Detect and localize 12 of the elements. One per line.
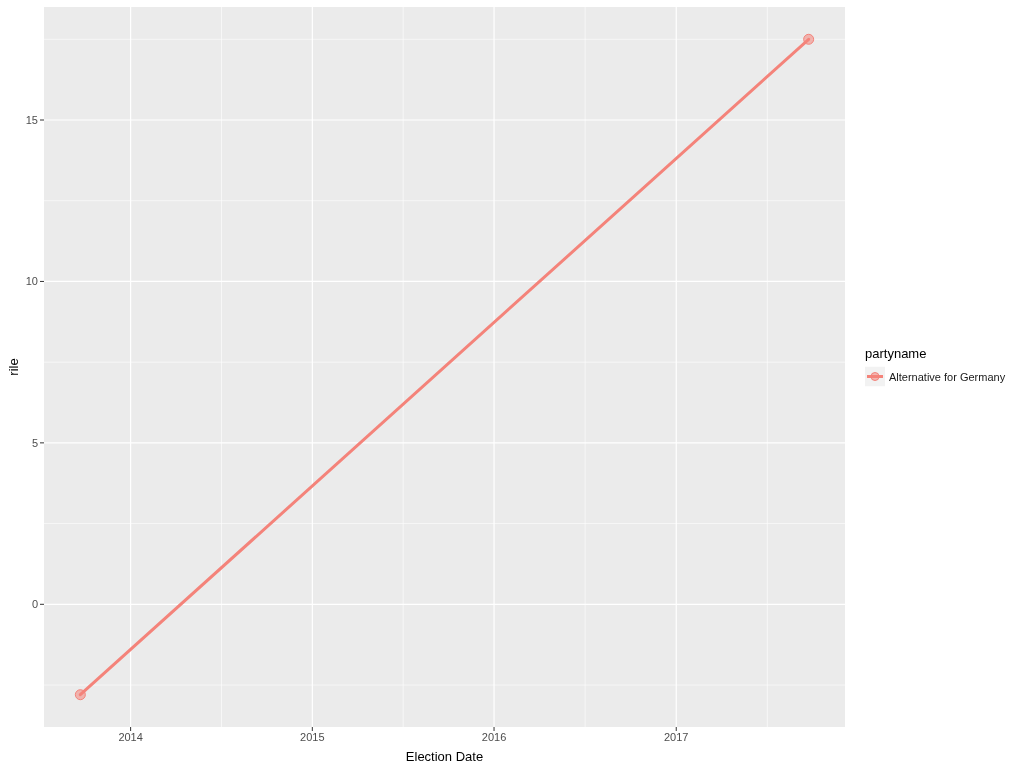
x-tick-label: 2017 bbox=[664, 730, 689, 743]
legend-title: partyname bbox=[865, 345, 928, 361]
legend-label: Alternative for Germany bbox=[889, 370, 1006, 383]
y-axis-title: rile bbox=[5, 358, 21, 376]
y-tick-label: 15 bbox=[25, 113, 38, 126]
y-tick-label: 5 bbox=[31, 436, 38, 449]
x-axis-title: Election Date bbox=[405, 749, 484, 764]
y-tick-label: 0 bbox=[31, 598, 38, 611]
x-tick-label: 2015 bbox=[300, 730, 325, 743]
x-tick-label: 2014 bbox=[118, 730, 143, 743]
y-tick-label: 10 bbox=[25, 275, 38, 288]
x-tick-label: 2016 bbox=[481, 730, 507, 743]
